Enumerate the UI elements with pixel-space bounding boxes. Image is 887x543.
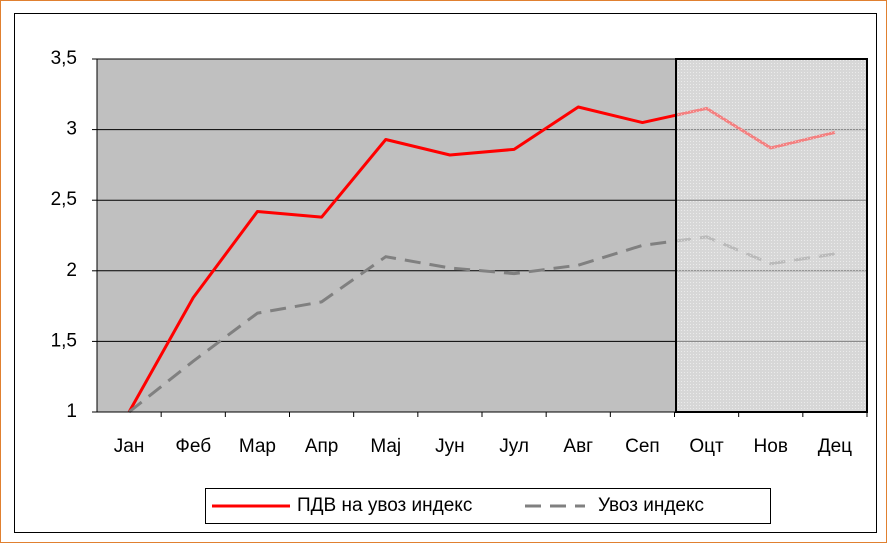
y-tick-label: 1,5 <box>51 330 77 351</box>
x-tick-label: Мај <box>370 436 401 457</box>
x-tick-label: Сеп <box>625 436 660 457</box>
x-tick-label: Јан <box>114 436 145 457</box>
legend <box>205 488 771 524</box>
legend-label: Увоз индекс <box>598 495 704 516</box>
x-tick-label: Нов <box>754 436 788 457</box>
y-tick-label: 2,5 <box>51 189 77 210</box>
x-tick-label: Јун <box>435 436 465 457</box>
x-tick-label: Јул <box>499 436 529 457</box>
x-tick-label: Дец <box>818 436 852 457</box>
x-tick-label: Мар <box>239 436 276 457</box>
y-tick-label: 3,5 <box>51 48 77 69</box>
forecast-region <box>675 58 868 413</box>
y-tick-label: 3 <box>66 119 77 140</box>
x-tick-label: Оцт <box>689 436 724 457</box>
x-tick-label: Авг <box>563 436 593 457</box>
y-tick-label: 2 <box>66 260 77 281</box>
y-tick-label: 1 <box>66 401 77 422</box>
x-tick-label: Феб <box>175 436 211 457</box>
legend-label: ПДВ на увоз индекс <box>297 495 472 516</box>
x-tick-label: Апр <box>305 436 339 457</box>
series-line <box>128 235 836 414</box>
